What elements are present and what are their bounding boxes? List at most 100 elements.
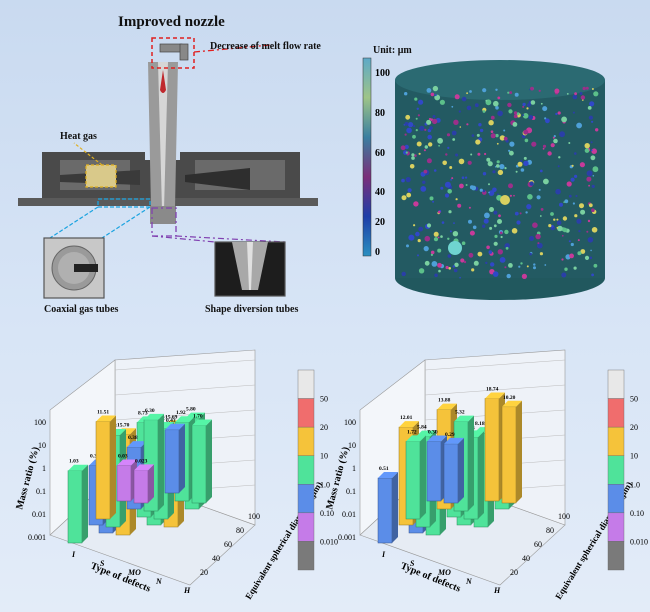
colorbar-tick-label: 1.0 [630, 480, 640, 489]
ct-particle [586, 170, 593, 177]
ct-particle [556, 218, 559, 221]
ct-particle [497, 96, 501, 100]
bar-value-label: 15.69 [165, 414, 178, 420]
ct-particle [437, 262, 442, 268]
ct-particle [404, 122, 409, 126]
ct-particle [471, 268, 475, 272]
ct-particle [497, 169, 504, 176]
ct-particle [528, 115, 534, 120]
ct-particle [404, 92, 408, 96]
y-axis-label: Mass ratio (%) [324, 446, 351, 511]
ct-particle [437, 210, 441, 214]
ct-particle [482, 88, 487, 93]
bar-value-label: 1.03 [69, 459, 79, 465]
ct-particle [432, 115, 436, 118]
ct-particle [577, 251, 582, 256]
ct-particle [474, 103, 479, 108]
ct-particle [529, 181, 534, 186]
ct-particle [416, 141, 422, 147]
ct-particle [591, 148, 597, 154]
ct-particle [587, 237, 594, 243]
ct-particle [433, 231, 439, 237]
ct-particle [522, 113, 529, 119]
ct-particle [495, 106, 499, 110]
ct-particle [423, 149, 426, 152]
ct-particle [578, 230, 581, 233]
ct-particle [508, 109, 513, 114]
bar-value-label: 5.80 [186, 407, 196, 413]
bar-chart-1: 1001010.10.010.0011.030.3415.704.5015.69… [14, 349, 338, 601]
ct-particle [466, 123, 469, 126]
ct-particle [509, 194, 512, 197]
ct-particle [579, 203, 584, 209]
ct-particle [423, 246, 429, 252]
ct-particle [426, 223, 432, 228]
ct-particle [459, 126, 462, 128]
ct-particle [447, 254, 452, 258]
ct-particle [558, 156, 561, 159]
ct-particle [525, 211, 528, 214]
ct-particle [557, 165, 560, 168]
ct-tick-3: 40 [375, 187, 385, 198]
ct-particle [519, 212, 522, 215]
ct-particle [448, 210, 452, 214]
ct-particle [449, 166, 453, 169]
bar [377, 472, 398, 544]
ct-particle [488, 191, 490, 194]
ct-particle [580, 95, 586, 100]
ct-particle [413, 201, 419, 207]
ct-particle [580, 249, 586, 254]
ct-particle [404, 133, 407, 136]
ct-particle [591, 208, 595, 212]
ct-particle [428, 142, 433, 147]
bar-value-label: 0.30 [428, 430, 438, 436]
ct-particle [485, 99, 488, 102]
ct-particle [468, 206, 471, 209]
ct-particle [588, 115, 593, 120]
ct-particle [570, 242, 574, 247]
ct-particle [419, 125, 425, 131]
bar [164, 423, 185, 494]
melt-drop-icon [160, 70, 166, 93]
z-tick-label: 20 [510, 568, 518, 577]
bar-value-label: 0.43 [166, 418, 176, 424]
ct-particle [568, 240, 571, 243]
ct-particle [423, 169, 428, 174]
ct-particle [492, 170, 496, 174]
ct-particle [566, 93, 569, 95]
ct-particle [533, 263, 536, 266]
ct-particle [522, 105, 525, 108]
ct-particle [416, 107, 419, 111]
ct-particle [465, 184, 468, 186]
ct-particle [543, 178, 549, 185]
ct-particle [500, 235, 503, 239]
ct-particle [518, 265, 521, 268]
y-tick-label: 1 [352, 464, 356, 473]
ct-particle [595, 128, 599, 132]
ct-particle [406, 244, 409, 248]
ct-particle [411, 156, 415, 160]
ct-particle [576, 218, 582, 224]
ct-particle [445, 153, 448, 156]
ct-particle [433, 237, 439, 242]
ct-particle [548, 224, 552, 228]
ct-particle [418, 99, 424, 105]
colorbar-segment [607, 512, 625, 542]
ct-particle [468, 219, 472, 224]
ct-tick-2: 60 [375, 148, 385, 159]
ct-particle [535, 233, 541, 240]
ct-particle [589, 101, 595, 107]
ct-particle [529, 236, 535, 241]
bar-chart-2: 1001010.10.010.0010.510.258.014.908.1812… [324, 349, 648, 601]
y-tick-label: 0.01 [32, 510, 46, 519]
ct-particle [521, 134, 526, 139]
ct-particle [448, 267, 451, 270]
ct-particle [415, 117, 418, 120]
ct-particle [486, 245, 490, 250]
nozzle-schematic [18, 37, 318, 299]
ct-particle [487, 161, 493, 167]
ct-particle [440, 186, 444, 190]
ct-particle [496, 160, 500, 164]
ct-particle [424, 235, 431, 242]
ct-particle [559, 131, 565, 138]
